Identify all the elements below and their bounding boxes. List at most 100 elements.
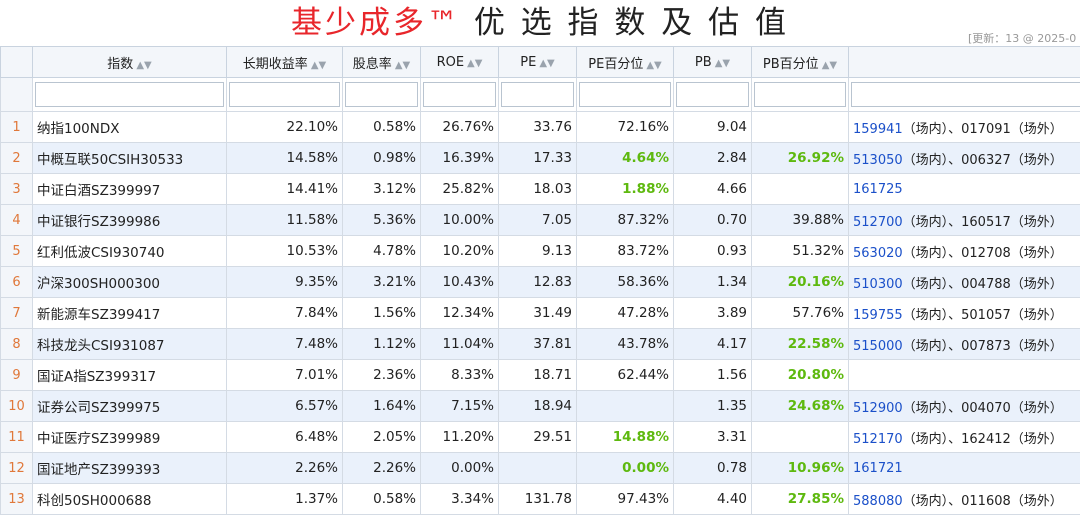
filter-index-input[interactable]	[35, 82, 224, 107]
pb-value: 0.70	[673, 204, 752, 236]
long-term-return: 6.57%	[226, 390, 343, 422]
pb-percentile	[751, 111, 849, 143]
header-label: PE百分位	[588, 56, 644, 72]
pb-percentile	[751, 421, 849, 453]
pe-percentile: 97.43%	[576, 483, 674, 515]
table-row[interactable]: 13 科创50SH000688 1.37% 0.58% 3.34% 131.78 97.43…	[0, 483, 1080, 515]
index-name: 中证医疗SZ399989	[32, 421, 227, 453]
fund-code-link[interactable]: 515000	[853, 338, 903, 354]
sort-icon[interactable]: ▲▼	[539, 57, 555, 69]
roe-value: 16.39%	[420, 142, 499, 174]
pe-percentile	[576, 390, 674, 422]
header-label: PB	[694, 54, 712, 70]
table-row[interactable]: 9 国证A指SZ399317 7.01% 2.36% 8.33% 18.71 62.44% 1…	[0, 359, 1080, 391]
sort-icon[interactable]: ▲▼	[310, 59, 327, 71]
table-row[interactable]: 5 红利低波CSI930740 10.53% 4.78% 10.20% 9.13 83.72…	[0, 235, 1080, 267]
fund-code-link[interactable]: 512900	[853, 400, 903, 416]
table-row[interactable]: 1 纳指100NDX 22.10% 0.58% 26.76% 33.76 72.16% 9.0…	[0, 111, 1080, 143]
pb-percentile: 26.92%	[751, 142, 849, 174]
table-row[interactable]: 4 中证银行SZ399986 11.58% 5.36% 10.00% 7.05 87.32%…	[0, 204, 1080, 236]
sort-icon[interactable]: ▲▼	[136, 59, 152, 71]
pb-value: 3.31	[673, 421, 752, 453]
index-name: 纳指100NDX	[32, 111, 227, 143]
sort-icon[interactable]: ▲▼	[394, 59, 411, 71]
pe-percentile: 62.44%	[576, 359, 674, 391]
sort-icon[interactable]: ▲▼	[821, 59, 838, 71]
sort-icon[interactable]: ▲▼	[646, 59, 662, 71]
fund-code-link[interactable]: 161725	[853, 181, 903, 197]
header-index[interactable]: 指数 ▲▼	[32, 46, 227, 78]
filter-row	[0, 77, 1080, 112]
fund-code-link[interactable]: 159755	[853, 307, 903, 323]
sort-icon[interactable]: ▲▼	[714, 57, 731, 69]
header-pb[interactable]: PB ▲▼	[673, 46, 752, 78]
pb-percentile: 20.80%	[751, 359, 849, 391]
filter-pe-percentile-input[interactable]	[579, 82, 671, 107]
fund-code-link[interactable]: 563020	[853, 245, 903, 261]
dividend-yield: 0.58%	[342, 111, 421, 143]
table-row[interactable]: 11 中证医疗SZ399989 6.48% 2.05% 11.20% 29.51 14.88…	[0, 421, 1080, 453]
index-name: 科创50SH000688	[32, 483, 227, 515]
fund-code-link[interactable]: 510300	[853, 276, 903, 292]
fund-code-link[interactable]: 512170	[853, 431, 903, 447]
filter-cell	[576, 77, 674, 112]
sort-icon[interactable]: ▲▼	[467, 57, 483, 69]
long-term-return: 6.48%	[226, 421, 343, 453]
long-term-return: 14.41%	[226, 173, 343, 205]
header-label: 股息率	[352, 56, 392, 72]
filter-roe-input[interactable]	[423, 82, 496, 107]
header-dividend-yield[interactable]: 股息率 ▲▼	[342, 46, 421, 78]
header-roe[interactable]: ROE ▲▼	[420, 46, 499, 78]
roe-value: 8.33%	[420, 359, 499, 391]
fund-code-link[interactable]: 161721	[853, 460, 903, 476]
pb-value: 2.84	[673, 142, 752, 174]
fund-code-link[interactable]: 512700	[853, 214, 903, 230]
dividend-yield: 2.05%	[342, 421, 421, 453]
roe-value: 25.82%	[420, 173, 499, 205]
pe-percentile: 72.16%	[576, 111, 674, 143]
pb-percentile: 27.85%	[751, 483, 849, 515]
pb-value: 0.78	[673, 452, 752, 484]
index-name: 中证银行SZ399986	[32, 204, 227, 236]
row-number: 4	[0, 204, 33, 236]
table-row[interactable]: 2 中概互联50CSIH30533 14.58% 0.98% 16.39% 17.33 4.…	[0, 142, 1080, 174]
filter-cell	[673, 77, 752, 112]
dividend-yield: 1.64%	[342, 390, 421, 422]
table-row[interactable]: 3 中证白酒SZ399997 14.41% 3.12% 25.82% 18.03 1.88%…	[0, 173, 1080, 205]
fund-code-link[interactable]: 588080	[853, 493, 903, 509]
roe-value: 0.00%	[420, 452, 499, 484]
filter-pb-input[interactable]	[676, 82, 749, 107]
filter-pe-input[interactable]	[501, 82, 574, 107]
header-funds	[848, 46, 1080, 78]
fund-code-rest: （场内）、162412（场外）	[902, 431, 1063, 447]
filter-pb-percentile-input[interactable]	[754, 82, 846, 107]
fund-code-link[interactable]: 159941	[853, 121, 903, 137]
dividend-yield: 1.56%	[342, 297, 421, 329]
header-pe-percentile[interactable]: PE百分位 ▲▼	[576, 46, 674, 78]
header-label: 指数	[107, 56, 134, 72]
header-pb-percentile[interactable]: PB百分位 ▲▼	[751, 46, 849, 78]
long-term-return: 7.84%	[226, 297, 343, 329]
filter-return-input[interactable]	[229, 82, 340, 107]
long-term-return: 7.48%	[226, 328, 343, 360]
header-label: 长期收益率	[242, 56, 308, 72]
table-row[interactable]: 8 科技龙头CSI931087 7.48% 1.12% 11.04% 37.81 43.78…	[0, 328, 1080, 360]
filter-dividend-input[interactable]	[345, 82, 418, 107]
header-pe[interactable]: PE ▲▼	[498, 46, 577, 78]
row-number: 10	[0, 390, 33, 422]
filter-funds-input[interactable]	[851, 82, 1080, 107]
fund-code-link[interactable]: 513050	[853, 152, 903, 168]
table-row[interactable]: 7 新能源车SZ399417 7.84% 1.56% 12.34% 31.49 47.28%…	[0, 297, 1080, 329]
table-row[interactable]: 10 证券公司SZ399975 6.57% 1.64% 7.15% 18.94 1.35 24…	[0, 390, 1080, 422]
pe-value: 18.71	[498, 359, 577, 391]
long-term-return: 10.53%	[226, 235, 343, 267]
table-row[interactable]: 12 国证地产SZ399393 2.26% 2.26% 0.00% 0.00% 0.78 10…	[0, 452, 1080, 484]
table-row[interactable]: 6 沪深300SH000300 9.35% 3.21% 10.43% 12.83 58.36…	[0, 266, 1080, 298]
fund-codes: 161721	[848, 452, 1080, 484]
fund-codes: 159755（场内）、501057（场外）	[848, 297, 1080, 329]
fund-codes	[848, 359, 1080, 391]
header-long-term-return[interactable]: 长期收益率 ▲▼	[226, 46, 343, 78]
fund-codes: 512900（场内）、004070（场外）	[848, 390, 1080, 422]
pe-value: 18.94	[498, 390, 577, 422]
pb-percentile: 10.96%	[751, 452, 849, 484]
